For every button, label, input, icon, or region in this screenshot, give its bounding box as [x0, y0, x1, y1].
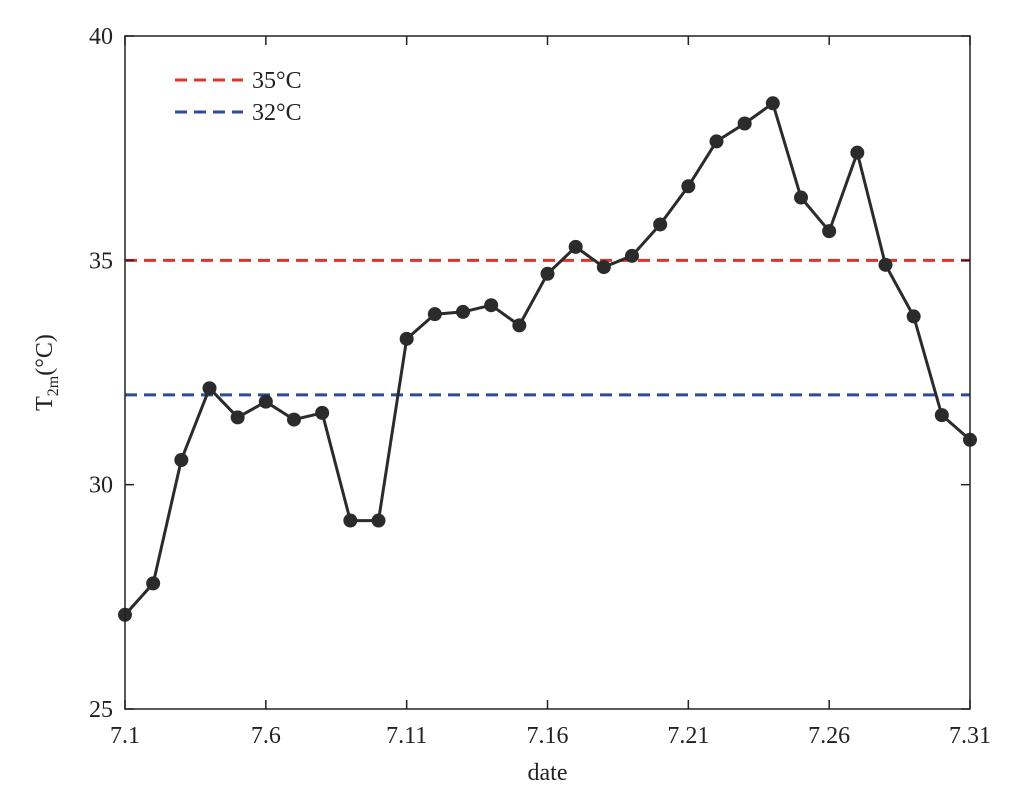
data-point — [906, 309, 921, 324]
data-point — [174, 452, 189, 467]
data-point — [568, 239, 583, 254]
plot-frame — [124, 35, 971, 710]
data-point — [625, 248, 639, 263]
data-point — [315, 405, 330, 420]
data-point — [258, 394, 273, 409]
data-point — [371, 513, 386, 528]
y-axis-title-unit: (°C) — [32, 334, 58, 376]
y-axis-title: T2m(°C) — [32, 334, 62, 411]
axis-ticks: 7.1 7.6 7.11 7.16 7.21 7.26 7.31 25 30 35 40 — [89, 24, 991, 749]
y-tick-label: 25 — [89, 697, 113, 723]
data-point — [794, 190, 808, 205]
series-layer — [118, 96, 977, 622]
y-tick-label: 35 — [89, 248, 113, 274]
data-point — [596, 260, 611, 275]
data-point — [540, 266, 555, 281]
data-point — [934, 408, 949, 423]
x-tick-label: 7.21 — [667, 723, 709, 749]
y-tick-label: 40 — [89, 24, 113, 50]
data-point — [456, 304, 470, 319]
data-point — [850, 145, 865, 160]
legend: 35°C 32°C — [175, 68, 302, 126]
data-point — [230, 410, 245, 425]
x-axis-title: date — [528, 760, 568, 786]
x-tick-label: 7.1 — [110, 723, 140, 749]
legend-label-1: 32°C — [252, 100, 302, 126]
data-point — [399, 331, 414, 346]
legend-label-0: 35°C — [252, 68, 302, 94]
y-axis-title-subscript: 2m — [45, 375, 62, 396]
y-tick-label: 30 — [89, 473, 113, 499]
data-point — [343, 513, 358, 528]
x-tick-label: 7.31 — [949, 723, 991, 749]
y-axis-title-base: T — [32, 396, 58, 411]
data-point — [709, 134, 724, 149]
data-point — [822, 224, 837, 239]
data-point — [878, 257, 893, 272]
x-tick-label: 7.11 — [386, 723, 427, 749]
data-point — [484, 298, 499, 313]
data-point — [202, 381, 217, 396]
data-point — [681, 179, 696, 194]
data-point — [146, 576, 161, 591]
data-point — [287, 412, 301, 427]
data-point — [765, 96, 780, 111]
data-point — [512, 318, 527, 333]
series-line — [123, 101, 971, 616]
data-point — [427, 307, 442, 322]
data-point — [737, 116, 752, 131]
x-tick-label: 7.26 — [808, 723, 850, 749]
data-point — [653, 217, 668, 232]
x-tick-label: 7.6 — [251, 723, 281, 749]
x-tick-label: 7.16 — [527, 723, 569, 749]
